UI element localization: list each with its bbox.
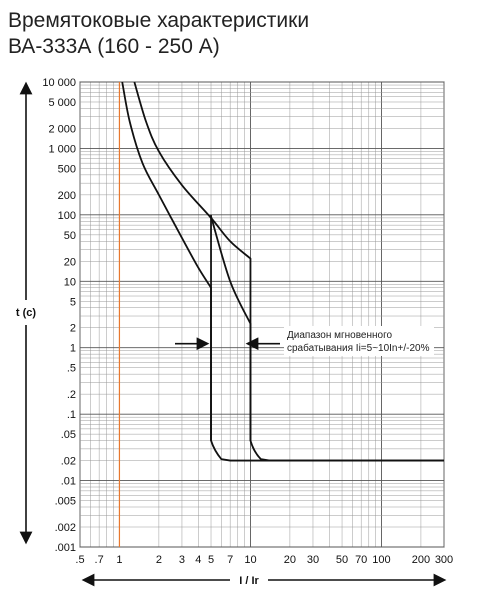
x-axis-label: I / Ir [239,575,259,587]
x-tick-label: .7 [95,554,104,566]
y-tick-label: .02 [61,456,76,468]
y-tick-label: .05 [61,429,76,441]
y-tick-label: 5 000 [48,97,76,109]
y-tick-label: 50 [64,230,76,242]
y-tick-label: .5 [67,363,76,375]
annotation-text-line: Диапазон мгновенного [287,330,393,341]
x-tick-label: 70 [355,554,367,566]
y-tick-label: .002 [55,522,76,534]
axis-layer: I / Ir t (c) [16,81,447,587]
series-curve-2 [210,216,252,441]
y-tick-label: .01 [61,476,76,488]
x-tick-label: 3 [179,554,185,566]
x-tick-label: 50 [336,554,348,566]
y-tick-label: 100 [58,210,76,222]
annotation-box [284,326,434,356]
annotation-text-line: срабатывания Ii=5~10In+/-20% [287,342,430,354]
y-tick-label: 20 [64,256,76,268]
y-tick-label: 1 000 [48,143,76,155]
grid-layer [79,81,445,548]
x-tick-label: 4 [195,554,201,566]
y-tick-label: .005 [55,496,76,508]
y-axis-label: t (c) [16,307,37,319]
x-tick-label: 5 [208,554,214,566]
x-tick-label: 30 [307,554,319,566]
y-tick-label: 2 [70,323,76,335]
x-tick-label: 100 [372,554,390,566]
y-tick-label: 500 [58,163,76,175]
y-tick-label: .2 [67,389,76,401]
plot-area [79,81,445,548]
chart-title: Времятоковые характеристики ВА-333А (160… [8,8,309,60]
y-tick-label: .1 [67,409,76,421]
y-tick-label: 200 [58,190,76,202]
x-tick-label: 20 [284,554,296,566]
y-tick-label: .001 [55,542,76,554]
y-tick-label: 1 [70,343,76,355]
chart-subtitle-line: ВА-333А (160 - 250 А) [8,35,220,58]
x-tick-label: 1 [116,554,122,566]
x-tick-label: .5 [75,554,84,566]
x-tick-label: 200 [412,554,430,566]
y-tick-label: 10 [64,276,76,288]
x-tick-label: 300 [435,554,453,566]
x-tick-label: 10 [244,554,256,566]
x-tick-label: 7 [227,554,233,566]
y-tick-label: 2 000 [48,123,76,135]
y-tick-label: 5 [70,296,76,308]
y-tick-label: 10 000 [42,77,76,89]
x-tick-label: 2 [156,554,162,566]
series-layer [121,81,444,462]
chart-title-line: Времятоковые характеристики [8,9,310,32]
